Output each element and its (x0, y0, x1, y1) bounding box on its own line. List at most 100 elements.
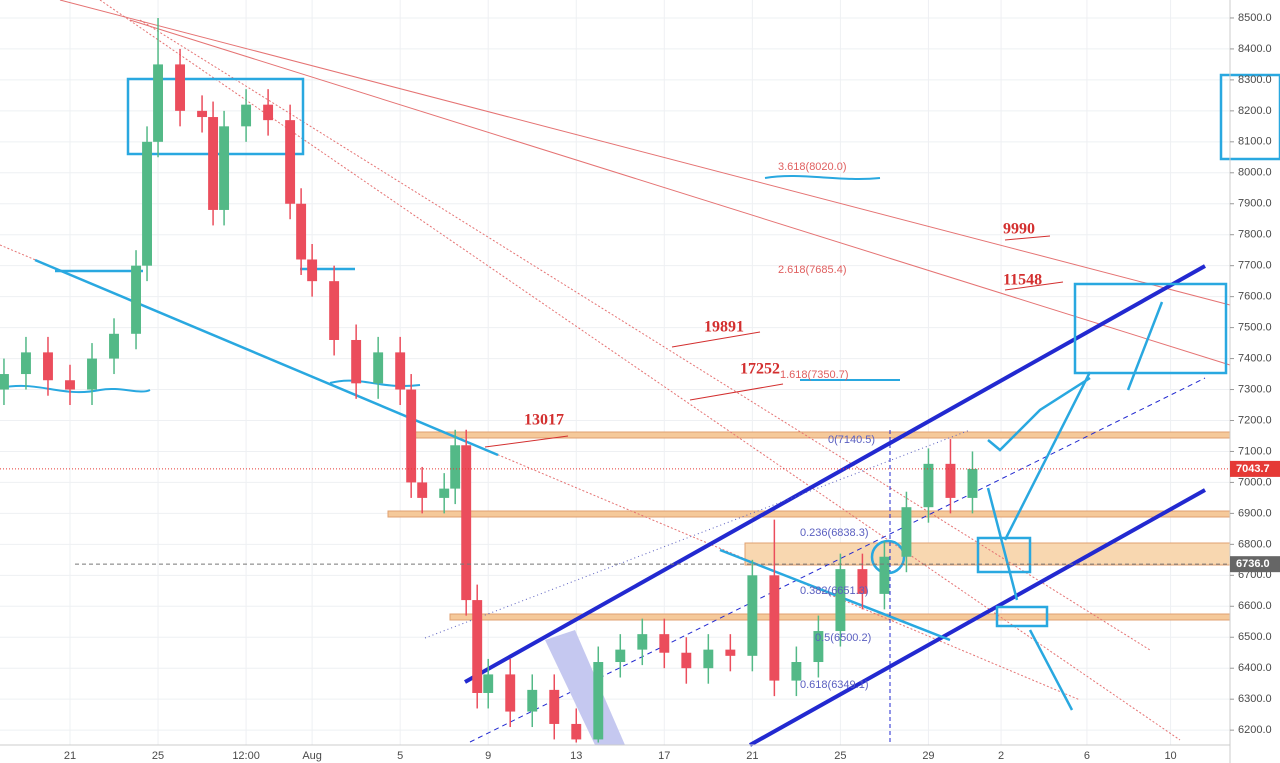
candle-body (241, 104, 252, 127)
candle-body (725, 649, 736, 656)
candle-body (923, 463, 934, 508)
y-tick-label: 7500.0 (1238, 322, 1272, 334)
y-tick-label: 6200.0 (1238, 724, 1272, 736)
x-tick-label: 12:00 (232, 750, 260, 762)
y-tick-label: 6400.0 (1238, 662, 1272, 674)
fib-label: 1.618(7350.7) (780, 369, 849, 381)
x-tick-label: 17 (658, 750, 670, 762)
y-tick-label: 8100.0 (1238, 136, 1272, 148)
trendline (719, 548, 951, 642)
y-tick-label: 8500.0 (1238, 12, 1272, 24)
y-tick-label: 7700.0 (1238, 260, 1272, 272)
y-tick-label: 7300.0 (1238, 383, 1272, 395)
x-tick-label: 13 (570, 750, 582, 762)
red-label: 19891 (704, 319, 744, 336)
candle-body (329, 281, 340, 340)
candle-body (945, 463, 956, 498)
price-tag-label: 7043.7 (1236, 463, 1270, 475)
candle-body (967, 468, 978, 498)
candle-body (175, 64, 186, 111)
y-tick-label: 7200.0 (1238, 414, 1272, 426)
candle-body (483, 674, 494, 693)
candle-body (879, 556, 890, 594)
axes: 6200.0 6300.0 6400.0 6500.0 6600.0 6700.0 6800… (0, 12, 1280, 762)
candle-body (21, 352, 31, 375)
y-tick-label: 6600.0 (1238, 600, 1272, 612)
y-tick-label: 6500.0 (1238, 631, 1272, 643)
channel (749, 488, 1206, 747)
x-tick-label: 2 (998, 750, 1004, 762)
y-tick-label: 8400.0 (1238, 43, 1272, 55)
fib-label: 0.236(6838.3) (800, 527, 869, 539)
box (1219, 73, 1280, 161)
candle-body (197, 110, 208, 118)
box (976, 536, 1032, 574)
x-tick-label: 9 (485, 750, 491, 762)
candles (0, 17, 978, 743)
fib-label: 0.382(6651.3) (800, 585, 869, 597)
y-tick-label: 6800.0 (1238, 538, 1272, 550)
candle-body (615, 649, 626, 663)
candle-body (417, 482, 428, 498)
candle-body (571, 723, 582, 740)
y-tick-label: 6300.0 (1238, 693, 1272, 705)
candle-body (901, 507, 912, 557)
y-tick-label: 7400.0 (1238, 352, 1272, 364)
x-tick-label: Aug (302, 750, 322, 762)
candle-body (65, 380, 75, 390)
label-pointer (484, 235, 1064, 448)
candle-body (505, 674, 516, 712)
candle-body (406, 389, 417, 483)
candle-body (527, 689, 538, 712)
candle-body (153, 64, 163, 142)
candle-body (857, 569, 868, 594)
candle-body (681, 652, 692, 669)
price-tag-label: 6736.0 (1236, 558, 1270, 570)
y-tick-label: 6700.0 (1238, 569, 1272, 581)
fib-label: 0(7140.5) (828, 434, 875, 446)
candle-body (109, 333, 119, 359)
candle-body (395, 352, 406, 390)
box (995, 605, 1049, 628)
candle-body (472, 600, 483, 693)
candle-body (208, 117, 219, 210)
shade (545, 630, 625, 745)
y-tick-label: 7900.0 (1238, 198, 1272, 210)
x-tick-label: 10 (1164, 750, 1176, 762)
x-tick-label: 5 (397, 750, 403, 762)
red-label: 9990 (1003, 221, 1035, 238)
candle-body (351, 339, 362, 384)
candle-body (813, 631, 824, 663)
candle-body (0, 374, 9, 390)
trendline (34, 258, 499, 457)
sketch (0, 175, 900, 394)
candle-body (659, 634, 670, 653)
candle-body (769, 575, 780, 681)
arrow-path (986, 301, 1164, 711)
candle-body (219, 126, 230, 210)
candle-body (43, 352, 53, 381)
candle-body (593, 662, 604, 740)
candle-body (747, 575, 758, 656)
y-tick-label: 7000.0 (1238, 476, 1272, 488)
zone (744, 542, 1231, 566)
candle-body (87, 358, 97, 390)
grid (0, 0, 1230, 745)
red-label: 17252 (740, 361, 780, 378)
candle-body (461, 445, 472, 601)
candle-body (791, 662, 802, 681)
candle-body (835, 569, 846, 632)
x-tick-label: 25 (834, 750, 846, 762)
candle-body (439, 488, 450, 498)
candle-body (637, 634, 648, 650)
red-label: 13017 (524, 412, 564, 429)
candle-body (450, 445, 461, 489)
trendline (59, 0, 1231, 306)
y-tick-label: 7100.0 (1238, 445, 1272, 457)
candle-body (307, 259, 318, 282)
fib-label: 3.618(8020.0) (778, 161, 847, 173)
fib-label: 0.5(6500.2) (815, 632, 871, 644)
red-label: 11548 (1003, 272, 1042, 289)
zone (409, 431, 1231, 439)
